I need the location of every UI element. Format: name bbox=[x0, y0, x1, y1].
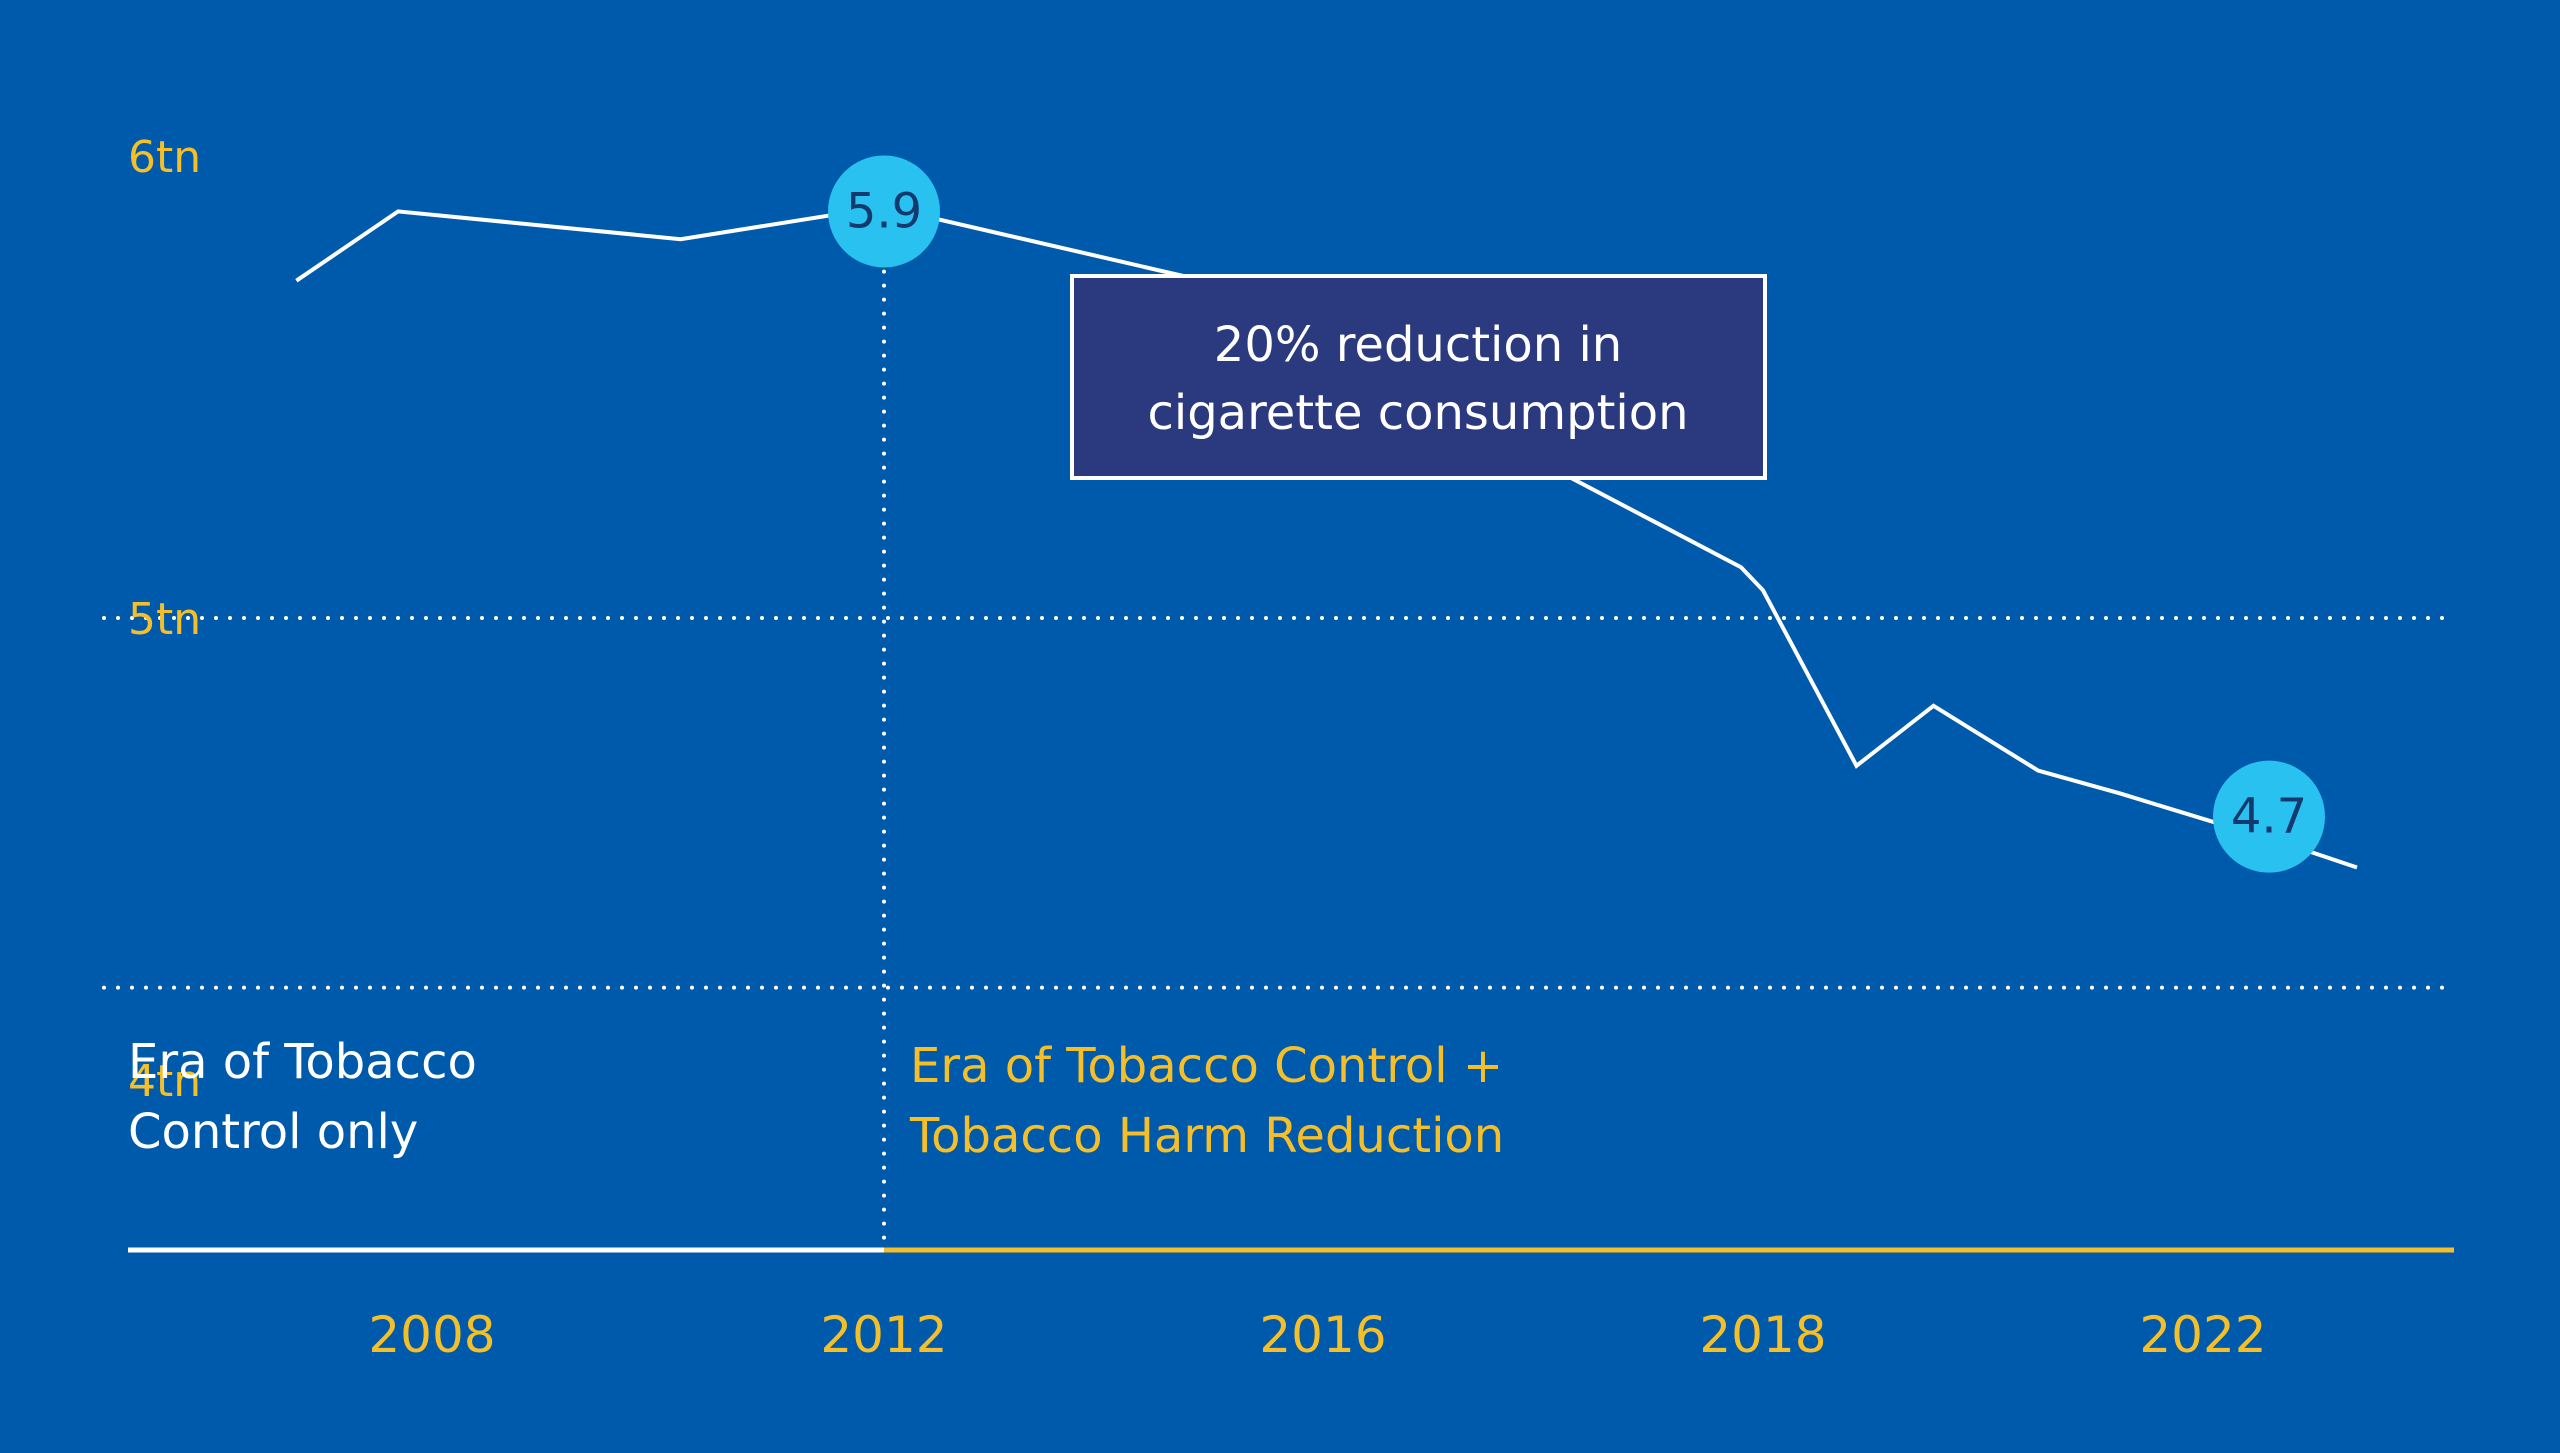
reduction-callout: 20% reduction in cigarette consumption bbox=[1070, 274, 1767, 480]
gridlines bbox=[102, 616, 2456, 990]
y-tick-label-1: 5tn bbox=[128, 594, 201, 645]
callout-line-2: cigarette consumption bbox=[1147, 385, 1688, 441]
x-tick-label-1: 2012 bbox=[820, 1306, 947, 1364]
x-tick-label-3: 2018 bbox=[1699, 1306, 1826, 1364]
highlight-label-1: 4.7 bbox=[2231, 789, 2307, 845]
era-right-line-2: Tobacco Harm Reduction bbox=[909, 1108, 1504, 1164]
era-left-line-2: Control only bbox=[128, 1104, 418, 1160]
highlight-markers: 5.9 4.7 bbox=[828, 155, 2325, 873]
era-right-line-1: Era of Tobacco Control + bbox=[910, 1038, 1503, 1094]
y-axis-ticks: 6tn 5tn 4tn bbox=[128, 132, 201, 1107]
era-label-right: Era of Tobacco Control + Tobacco Harm Re… bbox=[909, 1038, 1504, 1164]
highlight-marker-0 bbox=[828, 155, 940, 268]
era-left-line-1: Era of Tobacco bbox=[128, 1034, 477, 1090]
highlight-marker-1 bbox=[2213, 760, 2325, 873]
x-tick-label-0: 2008 bbox=[368, 1306, 495, 1364]
callout-line-1: 20% reduction in bbox=[1214, 317, 1622, 373]
series-line-0 bbox=[295, 204, 2358, 870]
highlight-label-0: 5.9 bbox=[846, 183, 922, 239]
x-tick-label-2: 2016 bbox=[1259, 1306, 1386, 1364]
series-layer bbox=[295, 204, 2358, 870]
era-label-left: Era of Tobacco Control only bbox=[128, 1034, 477, 1160]
y-tick-label-2: 4tn bbox=[128, 1056, 201, 1107]
x-axis-ticks: 2008 2012 2016 2018 2022 bbox=[368, 1306, 2266, 1364]
y-tick-label-0: 6tn bbox=[128, 132, 201, 183]
callout-box bbox=[1070, 274, 1767, 480]
x-tick-label-4: 2022 bbox=[2139, 1306, 2266, 1364]
